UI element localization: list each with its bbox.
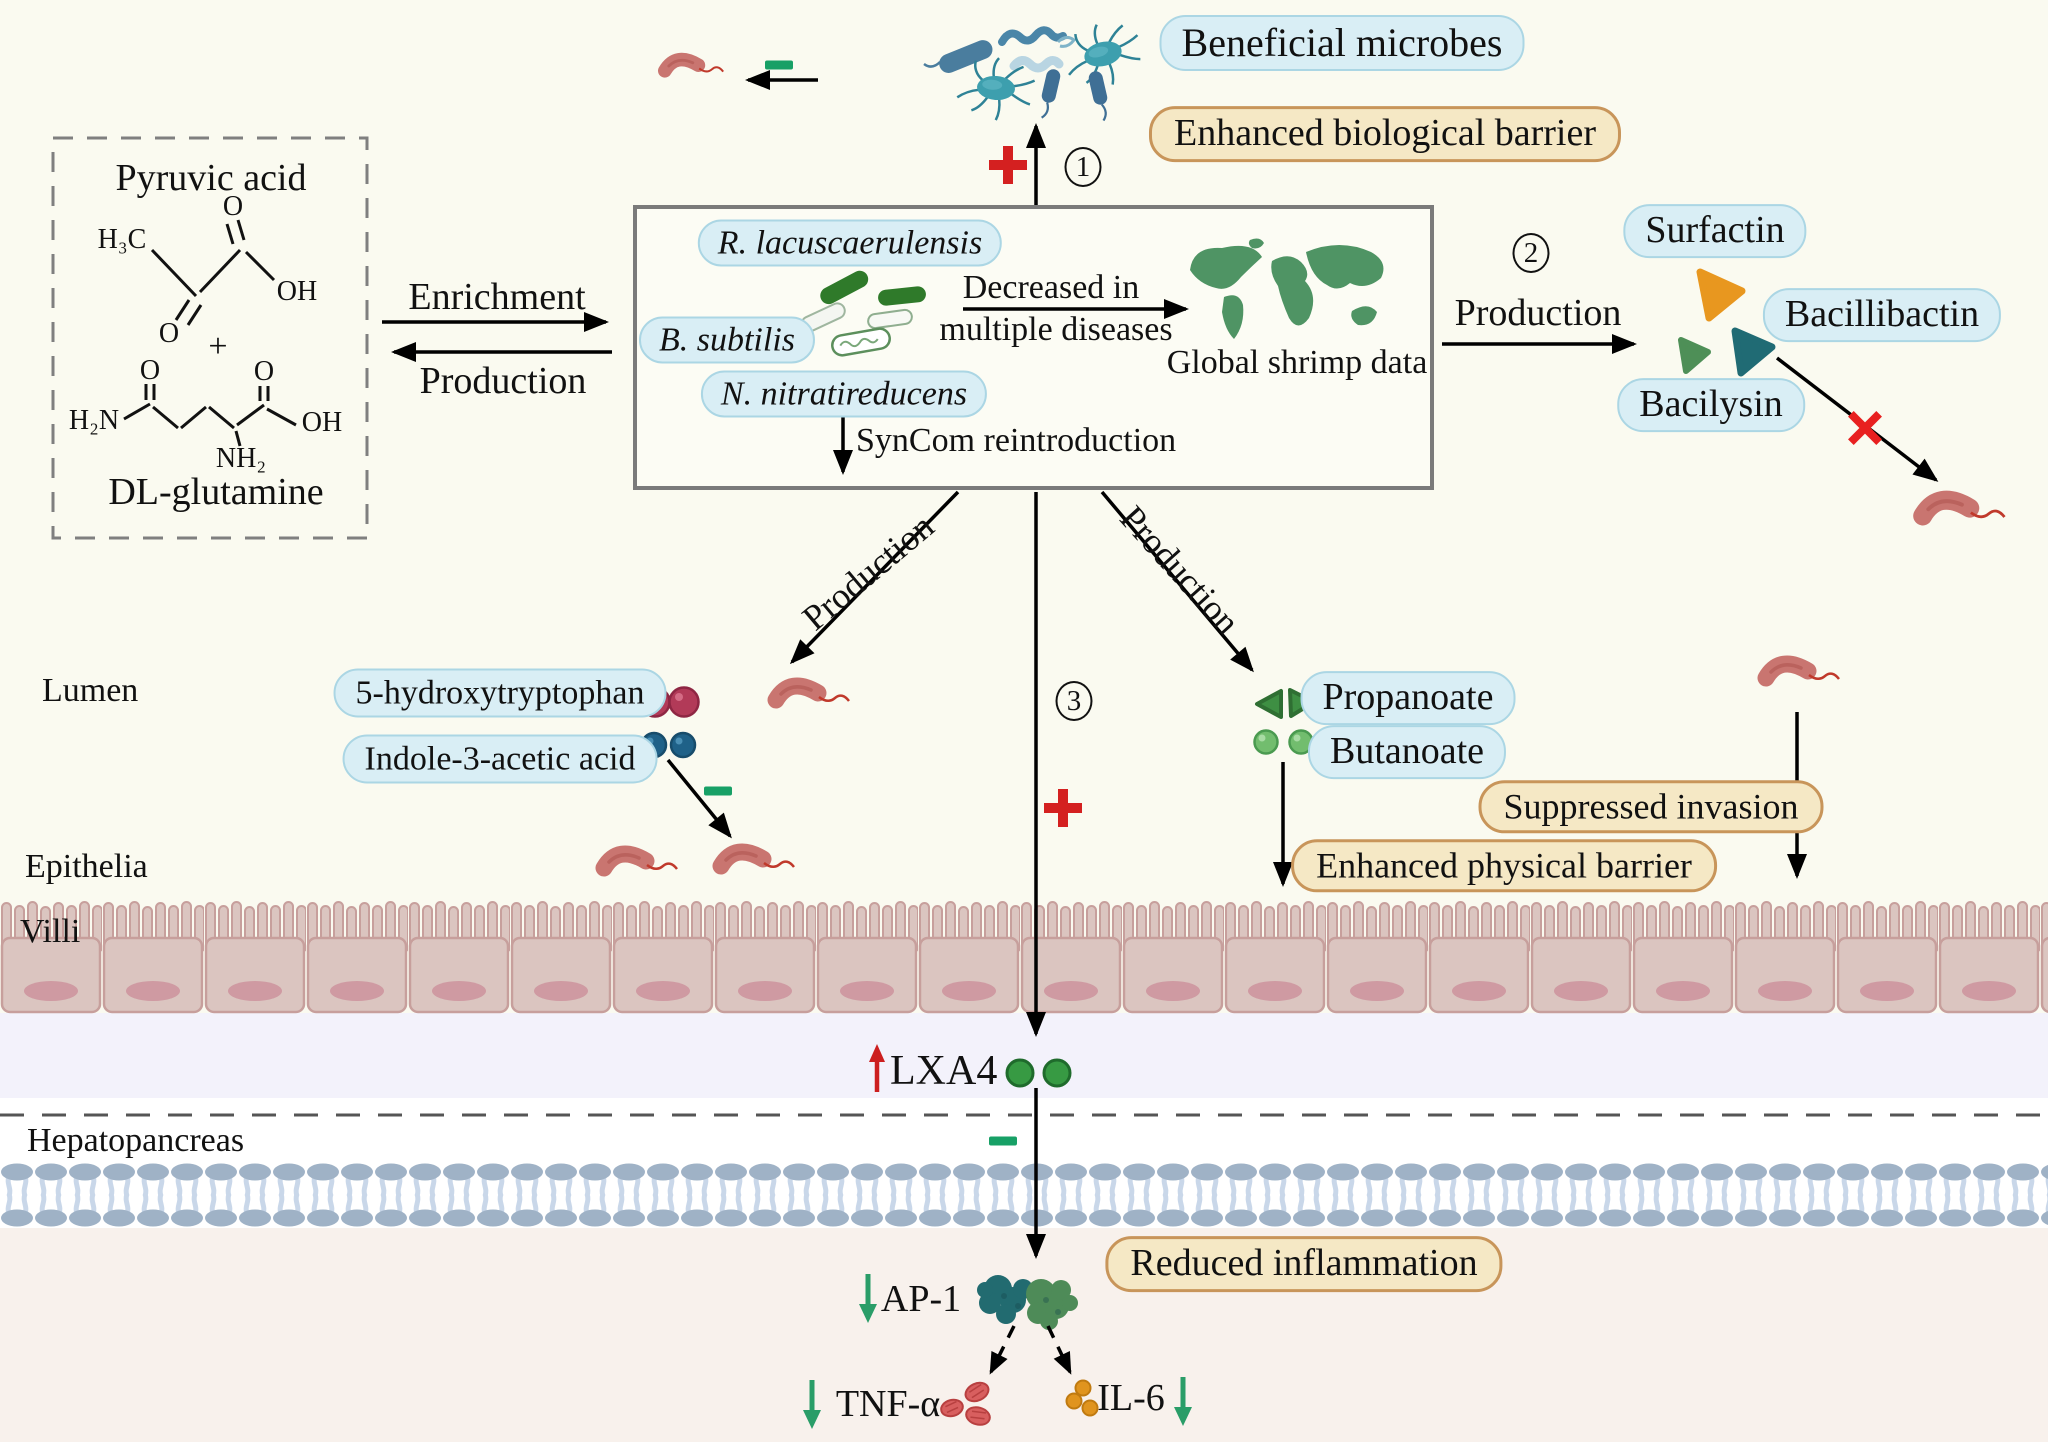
enhanced-biological-barrier-box: Enhanced biological barrier (1148, 106, 1622, 162)
suppressed-invasion-box: Suppressed invasion (1478, 780, 1824, 834)
tnf-label: TNF-α (835, 1383, 941, 1425)
step-2-number: 2 (1523, 236, 1539, 269)
lxa4-dots (1005, 1058, 1072, 1088)
step-3-number: 3 (1066, 684, 1082, 717)
tnf-cell-icons (940, 1381, 991, 1426)
pathway-arrows (382, 70, 1939, 1259)
pyruvic-acid-structure (150, 219, 276, 326)
species-pill-b-subtilis: B. subtilis (638, 316, 816, 364)
lumen-label: Lumen (42, 672, 139, 709)
surfactin-pill: Surfactin (1623, 204, 1807, 258)
minus-icon-lumen (704, 786, 732, 796)
substrate-dashed-box (51, 136, 369, 540)
plus-icon-middle (1044, 789, 1082, 827)
pyruvic-acid-title: Pyruvic acid (115, 157, 307, 199)
step-circle-2: 2 (1512, 233, 1550, 273)
epithelia-label: Epithelia (25, 848, 148, 885)
hepatopancreas-band (0, 1228, 2048, 1442)
production-amp-label: Production (1454, 292, 1622, 334)
villi-label: Villi (20, 913, 81, 950)
atom-o-right: O (253, 356, 275, 387)
bacillibactin-pill: Bacillibactin (1762, 288, 2002, 342)
global-shrimp-data-caption: Global shrimp data (1166, 344, 1428, 381)
minus-icon-lxa4 (989, 1136, 1017, 1146)
enrichment-label: Enrichment (408, 276, 586, 318)
atom-o-left: O (139, 355, 161, 386)
ap1-label: AP-1 (880, 1278, 962, 1320)
atom-o-bottom: O (158, 318, 180, 349)
atom-oh-pyruvic: OH (276, 276, 318, 307)
step-1-number: 1 (1075, 150, 1091, 183)
beneficial-microbes-cluster-icon (923, 14, 1149, 124)
beneficial-microbes-pill: Beneficial microbes (1159, 15, 1525, 71)
dl-glutamine-structure (123, 384, 297, 447)
atom-nh2: NH₂ (215, 443, 267, 474)
minus-icon-top (765, 60, 793, 70)
villi-epithelium-band (0, 900, 2048, 1014)
syncom-reintroduction-label: SynCom reintroduction (856, 422, 1177, 459)
ap1-dashed-arrows (989, 1325, 1072, 1375)
species-pill-n-nitratireducens: N. nitratireducens (700, 370, 988, 418)
bacilysin-pill: Bacilysin (1617, 378, 1805, 432)
multiple-diseases-label: multiple diseases (939, 311, 1173, 348)
atom-h2n: H₂N (68, 405, 120, 436)
reduced-inflammation-box: Reduced inflammation (1105, 1236, 1503, 1292)
il6-dot-icons (1065, 1379, 1099, 1417)
five-htp-pill: 5-hydroxytryptophan (333, 668, 667, 718)
lxa4-label: LXA4 (890, 1048, 998, 1094)
propanoate-pill: Propanoate (1300, 671, 1516, 725)
dl-glutamine-title: DL-glutamine (108, 471, 324, 513)
up-regulated-icon (869, 1044, 885, 1092)
atom-o-top: O (222, 191, 244, 222)
decreased-in-label: Decreased in (962, 269, 1140, 306)
phospholipid-bilayer-icon (0, 1163, 2048, 1227)
syncom-consortium-icon (800, 270, 926, 357)
enhanced-physical-barrier-box: Enhanced physical barrier (1291, 839, 1717, 893)
step-circle-3: 3 (1055, 681, 1093, 721)
antimicrobial-triangle-icons (1678, 268, 1776, 377)
ap1-protein-blob-icon (977, 1275, 1078, 1330)
butanoate-pill: Butanoate (1307, 725, 1507, 779)
plus-between-substrates: + (208, 328, 228, 365)
step-circle-1: 1 (1064, 147, 1102, 187)
production-exchange-label: Production (419, 360, 587, 402)
hepatopancreas-label: Hepatopancreas (27, 1122, 245, 1159)
species-pill-r-lacuscaerulensis: R. lacuscaerulensis (697, 219, 1003, 267)
atom-oh-glutamine: OH (301, 407, 343, 438)
iaa-pill: Indole-3-acetic acid (342, 734, 658, 784)
plus-icon-top (989, 146, 1027, 184)
atom-h3c: H₃C (97, 224, 147, 255)
il6-label: IL-6 (1097, 1377, 1165, 1419)
world-map-icon (1190, 238, 1384, 339)
